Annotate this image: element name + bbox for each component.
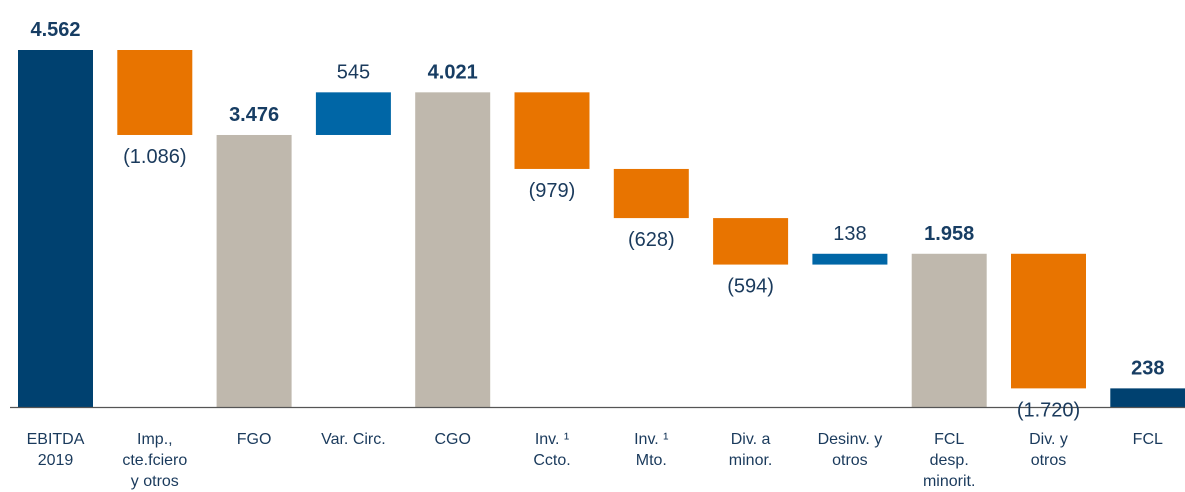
value-label: 1.958 xyxy=(924,223,974,245)
bars xyxy=(18,50,1185,408)
category-label: Div. y otros xyxy=(1029,431,1068,469)
category-label: Inv. ¹ Mto. xyxy=(634,431,668,469)
category-label: Var. Circ. xyxy=(321,431,386,448)
category-label: EBITDA 2019 xyxy=(27,431,85,469)
bar xyxy=(216,134,292,407)
category-label: Imp., cte.fciero y otros xyxy=(122,431,187,490)
bar xyxy=(613,168,689,219)
bar xyxy=(117,50,193,135)
bar xyxy=(812,253,888,265)
value-label: (1.720) xyxy=(1017,399,1080,421)
category-label: CGO xyxy=(434,431,470,448)
category-label: FCL xyxy=(1133,431,1163,448)
value-label: 4.021 xyxy=(428,61,478,83)
category-label: Div. a minor. xyxy=(729,431,773,469)
labels: 4.562 EBITDA 2019 (1.086) Imp., cte.fciero y o… xyxy=(27,19,1165,490)
value-label: 138 xyxy=(833,223,866,245)
value-label: (594) xyxy=(727,276,774,298)
value-label: 238 xyxy=(1131,357,1164,379)
value-label: (1.086) xyxy=(123,146,186,168)
value-label: (628) xyxy=(628,229,675,251)
value-label: 4.562 xyxy=(30,19,80,41)
value-label: 3.476 xyxy=(229,104,279,126)
bar xyxy=(315,92,391,135)
bar xyxy=(514,92,590,169)
category-label: FGO xyxy=(237,431,272,448)
category-label: Desinv. y otros xyxy=(818,431,883,469)
value-label: (979) xyxy=(529,180,576,202)
category-label: FCL desp. minorit. xyxy=(923,431,975,490)
category-label: Inv. ¹ Ccto. xyxy=(533,431,570,469)
value-label: 545 xyxy=(337,61,370,83)
bar xyxy=(911,253,987,407)
bar xyxy=(1011,253,1086,389)
bar xyxy=(1110,388,1185,407)
bar xyxy=(18,50,93,407)
bar xyxy=(713,218,789,265)
bar xyxy=(415,92,491,408)
